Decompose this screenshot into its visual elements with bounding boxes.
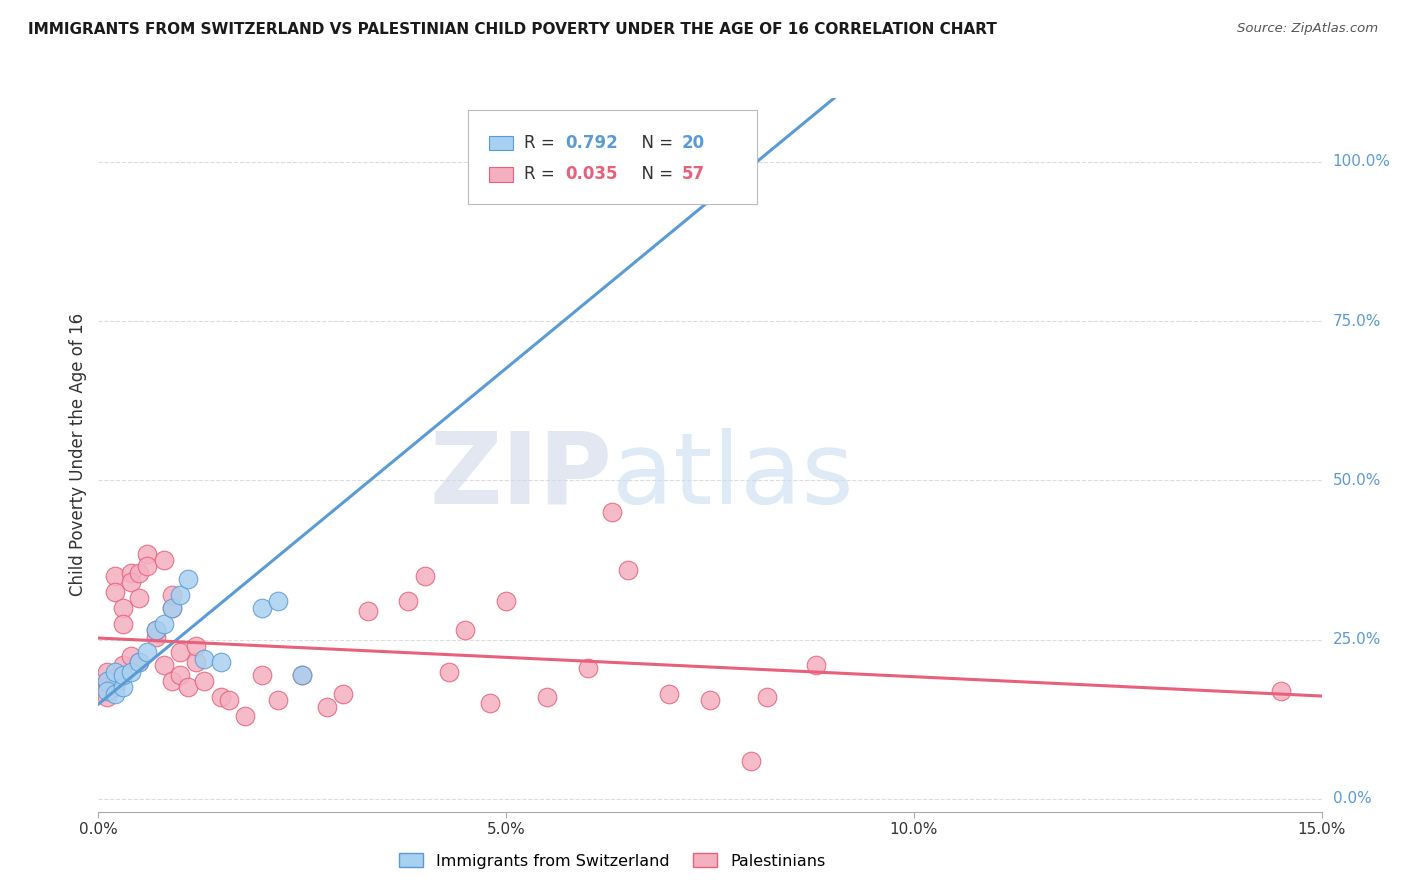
Point [478,697,501,711]
Point [315,699,337,714]
Text: 20: 20 [682,134,704,152]
Point [617,563,640,577]
Point [152,616,174,631]
Text: N =: N = [630,166,678,184]
Point [332,687,354,701]
Point [96,690,118,704]
Point [233,709,256,723]
Legend: Immigrants from Switzerland, Palestinians: Immigrants from Switzerland, Palestinian… [392,847,832,875]
Point [145,630,167,644]
Point [96,674,118,689]
FancyBboxPatch shape [489,136,513,150]
Point [128,655,150,669]
Point [186,639,208,653]
Text: 25.0%: 25.0% [1333,632,1381,648]
Point [699,693,721,707]
Point [576,661,599,675]
Point [145,623,167,637]
Point [169,645,191,659]
Point [136,547,159,561]
Point [111,667,134,681]
Point [120,648,142,663]
Text: 0.035: 0.035 [565,166,619,184]
Text: 0.0%: 0.0% [1333,791,1371,806]
Point [136,645,159,659]
Point [120,665,142,679]
Point [756,690,779,704]
Point [160,600,183,615]
Text: R =: R = [524,134,560,152]
Text: Source: ZipAtlas.com: Source: ZipAtlas.com [1237,22,1378,36]
Point [250,600,273,615]
FancyBboxPatch shape [468,111,756,203]
Point [104,665,127,679]
Point [169,588,191,602]
Text: 0.792: 0.792 [565,134,619,152]
Text: N =: N = [630,134,678,152]
Point [209,655,232,669]
Point [641,170,664,185]
Point [740,754,762,768]
Point [104,569,127,583]
Point [495,594,517,608]
Point [437,665,460,679]
Point [96,681,118,695]
Point [413,569,436,583]
Point [193,674,215,689]
Point [96,683,118,698]
Point [136,559,159,574]
Point [104,585,127,599]
Point [658,687,681,701]
Point [152,658,174,673]
Point [267,693,290,707]
Point [536,690,558,704]
Point [152,553,174,567]
Point [209,690,232,704]
Point [291,667,314,681]
Point [291,667,314,681]
Point [160,588,183,602]
Point [267,594,290,608]
Point [454,623,477,637]
Point [128,591,150,606]
Point [111,658,134,673]
Point [218,693,240,707]
Text: R =: R = [524,166,560,184]
Text: IMMIGRANTS FROM SWITZERLAND VS PALESTINIAN CHILD POVERTY UNDER THE AGE OF 16 COR: IMMIGRANTS FROM SWITZERLAND VS PALESTINI… [28,22,997,37]
Point [128,566,150,580]
Point [177,681,200,695]
Y-axis label: Child Poverty Under the Age of 16: Child Poverty Under the Age of 16 [69,313,87,597]
Text: 75.0%: 75.0% [1333,314,1381,328]
Point [600,505,623,519]
Text: 57: 57 [682,166,704,184]
Point [160,674,183,689]
Point [169,667,191,681]
Point [186,655,208,669]
Point [177,572,200,586]
Text: 50.0%: 50.0% [1333,473,1381,488]
Point [145,623,167,637]
FancyBboxPatch shape [489,168,513,182]
Point [160,600,183,615]
Point [104,671,127,685]
Point [128,655,150,669]
Text: 100.0%: 100.0% [1333,154,1391,169]
Point [96,665,118,679]
Point [111,600,134,615]
Point [111,616,134,631]
Point [193,652,215,666]
Point [111,681,134,695]
Point [396,594,419,608]
Point [120,566,142,580]
Point [96,674,118,689]
Point [104,681,127,695]
Text: atlas: atlas [612,428,853,524]
Point [356,604,378,618]
Point [104,687,127,701]
Point [120,575,142,590]
Point [804,658,827,673]
Point [250,667,273,681]
Text: ZIP: ZIP [429,428,612,524]
Point [1270,683,1292,698]
